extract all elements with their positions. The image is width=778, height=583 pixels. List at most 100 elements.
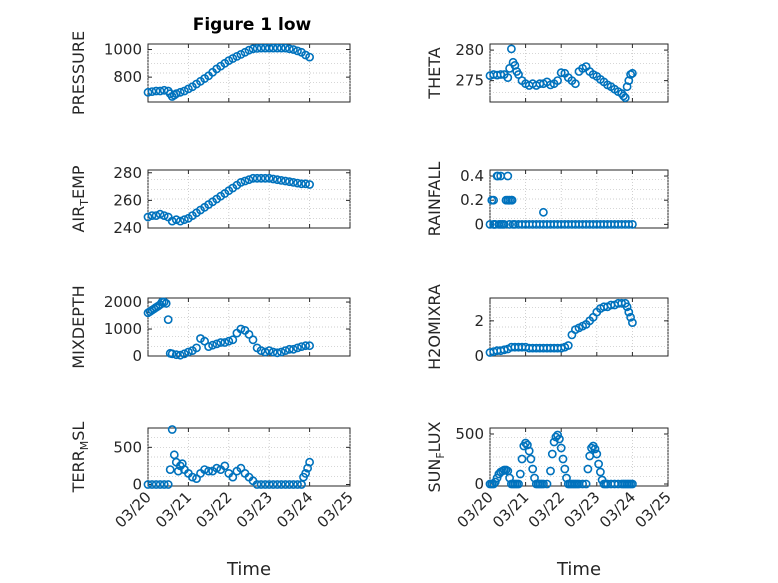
data-point [256,480,266,489]
x-tick-label: 03/20 [112,488,155,531]
data-point [244,45,254,55]
x-tick-label: 03/23 [233,488,276,531]
data-point [288,344,298,354]
y-axis-label: PRESSURE [69,31,88,115]
data-point [175,350,185,360]
data-point [293,178,302,188]
data-point [596,467,605,477]
data-point [224,336,234,346]
data-point [268,174,278,184]
data-point [628,318,637,327]
data-point [560,464,570,474]
data-point [264,173,274,183]
data-point [179,215,189,225]
data-point [268,43,278,53]
data-point [592,449,602,459]
subplot: 240 260 280 AIRTEMP [69,164,351,237]
data-point [514,479,523,489]
x-tick-label: 03/24 [596,488,639,531]
subplot: 800 1000 PRESSURE [69,31,351,115]
y-axis-label: TERRMSL [69,422,91,494]
data-point [212,339,222,349]
y-tick-label: 2 [474,312,484,330]
y-tick-label: 260 [113,191,142,209]
data-point [517,454,527,464]
x-tick-label: 03/21 [152,488,195,531]
data-point [626,312,635,322]
data-point [143,212,153,222]
data-point [264,43,274,53]
data-point [284,44,294,54]
data-point [578,479,587,489]
y-tick-label: 240 [113,219,142,237]
data-point [524,446,534,456]
data-point [161,298,171,308]
data-point [171,89,181,99]
y-tick-label: 275 [455,72,484,90]
data-point [556,443,566,453]
y-tick-label: 1000 [104,41,142,59]
data-point [526,454,536,464]
data-point [301,341,310,351]
x-tick-label: 03/25 [314,488,357,531]
data-point [204,466,213,476]
data-point [175,87,185,97]
data-point [163,315,173,324]
data-point [256,346,266,355]
data-point [155,480,165,489]
data-point [305,457,314,467]
data-point [159,211,169,220]
data-point [228,472,238,482]
data-point [499,219,509,229]
data-point [171,350,181,360]
data-point [496,70,506,79]
data-point [216,338,226,347]
data-point [220,461,230,471]
y-tick-label: 500 [113,438,142,456]
data-point [248,44,258,54]
data-point [571,79,580,89]
subplot: 0 2 H2OMIXRA [425,284,669,370]
subplot: 275 280 THETA [425,41,669,103]
data-point [163,480,173,489]
data-point [165,465,175,474]
y-axis-label: SUNFLUX [425,421,447,492]
data-point [204,342,213,351]
data-point [147,211,157,220]
data-point [305,52,314,62]
data-point [212,463,222,473]
data-point [256,173,266,183]
data-point [272,348,282,358]
plot-area [489,169,669,229]
data-point [268,347,278,357]
data-point [240,176,250,186]
y-axis-label: H2OMIXRA [425,284,444,370]
y-tick-label: 280 [113,164,142,182]
data-point [539,207,548,217]
data-point [619,91,628,101]
data-point [284,480,294,489]
y-tick-label: 0 [474,475,484,493]
y-tick-label: 0.4 [460,167,484,185]
data-point [539,479,548,489]
data-point [147,87,157,96]
data-point [622,302,632,312]
data-point [200,465,209,474]
data-point [505,219,514,229]
data-point [155,209,165,219]
data-point [297,342,306,351]
x-tick-label: 03/22 [525,488,568,531]
data-point [167,349,177,359]
data-point [143,480,153,489]
data-point [297,179,306,189]
x-tick-label: 03/22 [192,488,235,531]
x-tick-label: 03/25 [632,488,675,531]
y-tick-label: 0.2 [460,191,484,209]
data-point [284,177,294,187]
x-axis-label: Time [226,559,271,580]
data-point [268,480,278,489]
data-point [173,466,183,476]
data-point [252,44,262,53]
y-tick-label: 0 [474,347,484,365]
